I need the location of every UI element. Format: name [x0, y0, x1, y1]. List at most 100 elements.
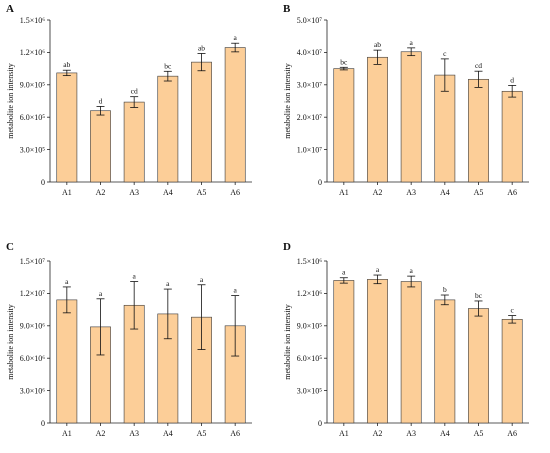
bar-a1 — [333, 280, 355, 424]
y-tick-label: 4.0×10⁷ — [297, 48, 323, 57]
x-tick-label: A6 — [507, 429, 517, 438]
x-tick-label: A5 — [197, 429, 207, 438]
significance-label: c — [443, 49, 447, 58]
significance-label: ab — [63, 60, 70, 69]
bar-a1 — [56, 72, 78, 183]
significance-label: a — [200, 275, 204, 284]
panel-letter: C — [6, 241, 14, 253]
bar-a2 — [367, 56, 388, 183]
y-tick-label: 1.2×10⁶ — [297, 289, 323, 298]
x-tick-label: A5 — [197, 188, 207, 197]
bar-a3 — [400, 51, 422, 183]
bar-a5 — [468, 308, 489, 424]
x-tick-label: A3 — [129, 429, 139, 438]
bar-a6 — [501, 90, 523, 183]
panel-letter: A — [6, 3, 14, 15]
chart-panel-b: B 0 1.0×10⁷ 2.0×10⁷ 3.0×10⁷ 4.0×10⁷ 5.0×10⁷ met… — [283, 3, 529, 197]
x-tick-label: A3 — [406, 188, 416, 197]
y-tick-label: 1.0×10⁷ — [297, 145, 323, 154]
significance-label: bc — [164, 61, 172, 70]
x-tick-label: A1 — [339, 188, 349, 197]
x-tick-label: A5 — [474, 188, 484, 197]
y-tick-label: 0 — [318, 419, 322, 428]
x-tick-label: A1 — [339, 429, 349, 438]
x-tick-label: A4 — [163, 188, 173, 197]
significance-label: cd — [475, 61, 482, 70]
significance-label: d — [510, 75, 514, 84]
bar-a3 — [123, 101, 145, 183]
significance-label: ab — [198, 43, 205, 52]
significance-label: cd — [131, 87, 138, 96]
y-axis-label: metabolite ion intensity — [283, 63, 292, 139]
bar-a6 — [224, 47, 246, 183]
significance-label: a — [233, 33, 237, 42]
y-axis-label: metabolite ion intensity — [6, 304, 15, 380]
x-tick-label: A6 — [230, 188, 240, 197]
x-tick-label: A3 — [129, 188, 139, 197]
y-tick-label: 0 — [318, 178, 322, 187]
bar-a5 — [191, 61, 212, 183]
bar-a3 — [400, 281, 422, 424]
y-tick-label: 3.0×10⁵ — [20, 145, 46, 154]
significance-label: bc — [340, 57, 348, 66]
y-tick-label: 1.5×10⁶ — [297, 257, 323, 266]
y-tick-label: 1.5×10⁶ — [20, 16, 46, 25]
x-tick-label: A1 — [62, 188, 72, 197]
y-tick-label: 3.0×10⁵ — [297, 386, 323, 395]
panel-letter: B — [283, 3, 291, 15]
y-axis-label: metabolite ion intensity — [283, 304, 292, 380]
bar-a2 — [367, 279, 388, 424]
significance-label: ab — [374, 40, 381, 49]
significance-label: a — [409, 266, 413, 275]
significance-label: b — [443, 285, 447, 294]
significance-label: bc — [475, 291, 483, 300]
x-tick-label: A4 — [440, 188, 450, 197]
chart-panel-a: A 0 3.0×10⁵ 6.0×10⁵ 9.0×10⁵ 1.2×10⁶ 1.5×10⁶ met… — [6, 3, 252, 197]
y-tick-label: 1.2×10⁷ — [20, 289, 46, 298]
significance-label: a — [233, 286, 237, 295]
significance-label: a — [409, 38, 413, 47]
x-tick-label: A3 — [406, 429, 416, 438]
panel-letter: D — [283, 241, 291, 253]
x-tick-label: A4 — [440, 429, 450, 438]
bar-a4 — [157, 75, 179, 183]
y-tick-label: 3.0×10⁷ — [297, 81, 323, 90]
y-tick-label: 9.0×10⁵ — [20, 81, 46, 90]
y-tick-label: 1.5×10⁷ — [20, 257, 46, 266]
x-tick-label: A1 — [62, 429, 72, 438]
significance-label: a — [342, 268, 346, 277]
chart-panel-c: C 0 3.0×10⁶ 6.0×10⁶ 9.0×10⁶ 1.2×10⁷ 1.5×10⁷ met… — [6, 241, 252, 438]
bar-a6 — [501, 319, 523, 424]
bar-a1 — [333, 68, 355, 183]
y-tick-label: 6.0×10⁶ — [20, 354, 46, 363]
significance-label: a — [65, 277, 69, 286]
y-tick-label: 5.0×10⁷ — [297, 16, 323, 25]
chart-panel-d: D 0 3.0×10⁵ 6.0×10⁵ 9.0×10⁵ 1.2×10⁶ 1.5×10⁶ met… — [283, 241, 529, 438]
bar-a2 — [90, 110, 111, 183]
y-axis-label: metabolite ion intensity — [6, 63, 15, 139]
x-tick-label: A5 — [474, 429, 484, 438]
bar-a4 — [434, 299, 456, 424]
y-tick-label: 6.0×10⁵ — [20, 113, 46, 122]
significance-label: d — [99, 96, 103, 105]
y-tick-label: 6.0×10⁵ — [297, 354, 323, 363]
x-tick-label: A2 — [96, 429, 106, 438]
bar-a5 — [468, 78, 489, 183]
y-tick-label: 2.0×10⁷ — [297, 113, 323, 122]
significance-label: a — [132, 272, 136, 281]
x-tick-label: A4 — [163, 429, 173, 438]
significance-label: a — [99, 289, 103, 298]
significance-label: c — [510, 306, 514, 315]
x-tick-label: A2 — [373, 188, 383, 197]
y-tick-label: 0 — [41, 178, 45, 187]
significance-label: a — [376, 265, 380, 274]
y-tick-label: 9.0×10⁶ — [20, 322, 46, 331]
bar-a1 — [56, 299, 78, 424]
y-tick-label: 3.0×10⁶ — [20, 386, 46, 395]
x-tick-label: A2 — [96, 188, 106, 197]
x-tick-label: A6 — [507, 188, 517, 197]
x-tick-label: A2 — [373, 429, 383, 438]
y-tick-label: 9.0×10⁵ — [297, 322, 323, 331]
